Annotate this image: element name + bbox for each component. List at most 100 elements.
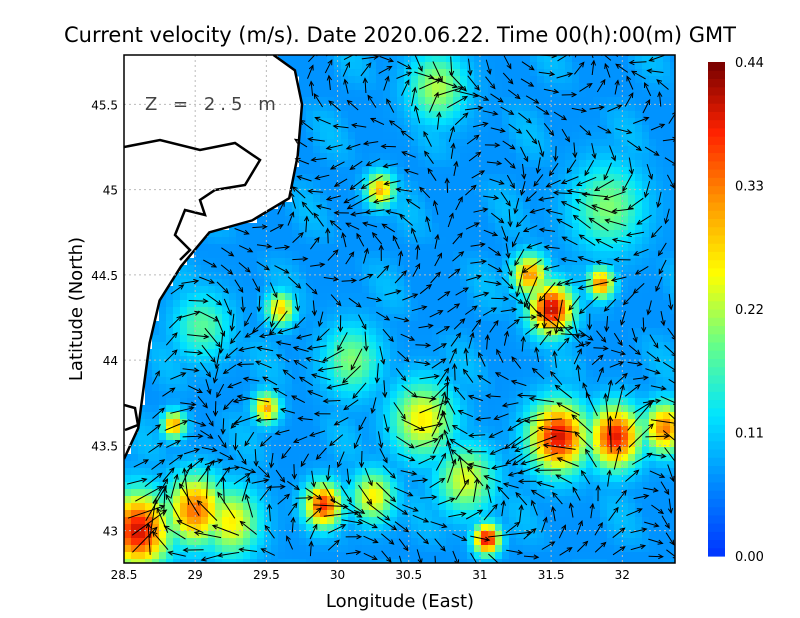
heat-cell	[523, 552, 531, 560]
heat-cell	[467, 398, 475, 406]
heat-cell	[243, 468, 251, 476]
heat-cell	[383, 286, 391, 294]
heat-cell	[474, 244, 482, 252]
heat-cell	[285, 314, 293, 322]
heat-cell	[229, 475, 237, 483]
heat-cell	[593, 139, 601, 147]
heat-cell	[313, 363, 321, 371]
heat-cell	[173, 559, 181, 563]
heat-cell	[257, 510, 265, 518]
heat-cell	[516, 419, 524, 427]
heat-cell	[656, 258, 664, 266]
heat-cell	[306, 300, 314, 308]
heat-cell	[348, 503, 356, 511]
heat-cell	[614, 510, 622, 518]
heat-cell	[292, 426, 300, 434]
heat-cell	[369, 342, 377, 350]
heat-cell	[376, 153, 384, 161]
heat-cell	[292, 496, 300, 504]
heat-cell	[551, 216, 559, 224]
heat-cell	[663, 517, 671, 525]
heat-cell	[600, 349, 608, 357]
heat-cell	[579, 223, 587, 231]
heat-cell	[180, 342, 188, 350]
heat-cell	[656, 272, 664, 280]
heat-cell	[432, 188, 440, 196]
heat-cell	[467, 524, 475, 532]
heat-cell	[271, 419, 279, 427]
heat-cell	[509, 496, 517, 504]
heat-cell	[509, 300, 517, 308]
heat-cell	[194, 524, 202, 532]
heat-cell	[488, 531, 496, 539]
heat-cell	[390, 391, 398, 399]
heat-cell	[355, 279, 363, 287]
heat-cell	[649, 62, 657, 70]
heat-cell	[418, 139, 426, 147]
heat-cell	[544, 125, 552, 133]
heat-cell	[649, 489, 657, 497]
heat-cell	[369, 559, 377, 563]
heat-cell	[663, 265, 671, 273]
heat-cell	[481, 181, 489, 189]
heat-cell	[215, 251, 223, 259]
heat-cell	[376, 559, 384, 563]
heat-cell	[131, 531, 139, 539]
heat-cell	[369, 545, 377, 553]
heat-cell	[201, 293, 209, 301]
heat-cell	[404, 475, 412, 483]
heat-cell	[376, 447, 384, 455]
heat-cell	[460, 496, 468, 504]
heat-cell	[320, 209, 328, 217]
heat-cell	[460, 286, 468, 294]
heat-cell	[446, 209, 454, 217]
heat-cell	[236, 440, 244, 448]
heat-cell	[453, 104, 461, 112]
heat-cell	[152, 349, 160, 357]
heat-cell	[628, 433, 636, 441]
heat-cell	[152, 433, 160, 441]
heat-cell	[376, 370, 384, 378]
heat-cell	[593, 83, 601, 91]
heat-cell	[649, 69, 657, 77]
heat-cell	[635, 209, 643, 217]
heat-cell	[628, 349, 636, 357]
heat-cell	[355, 258, 363, 266]
heat-cell	[390, 300, 398, 308]
heat-cell	[411, 412, 419, 420]
heat-cell	[607, 307, 615, 315]
heat-cell	[180, 356, 188, 364]
heat-cell	[236, 475, 244, 483]
heat-cell	[390, 139, 398, 147]
heat-cell	[397, 412, 405, 420]
heat-cell	[348, 398, 356, 406]
heat-cell	[327, 328, 335, 336]
heat-cell	[425, 531, 433, 539]
heat-cell	[166, 503, 174, 511]
heat-cell	[509, 167, 517, 175]
heat-cell	[341, 90, 349, 98]
heat-cell	[355, 454, 363, 462]
heat-cell	[635, 356, 643, 364]
heat-cell	[425, 363, 433, 371]
heat-cell	[670, 405, 675, 413]
heat-cell	[411, 433, 419, 441]
heat-cell	[166, 545, 174, 553]
heat-cell	[467, 202, 475, 210]
heat-cell	[579, 524, 587, 532]
heat-cell	[348, 538, 356, 546]
heat-cell	[397, 545, 405, 553]
heat-cell	[558, 482, 566, 490]
heat-cell	[404, 538, 412, 546]
heat-cell	[243, 447, 251, 455]
heat-cell	[397, 272, 405, 280]
heat-cell	[383, 62, 391, 70]
heat-cell	[439, 181, 447, 189]
heat-cell	[194, 559, 202, 563]
heat-cell	[257, 349, 265, 357]
heat-cell	[334, 314, 342, 322]
heat-cell	[334, 321, 342, 329]
heat-cell	[516, 244, 524, 252]
heat-cell	[516, 83, 524, 91]
heat-cell	[250, 496, 258, 504]
